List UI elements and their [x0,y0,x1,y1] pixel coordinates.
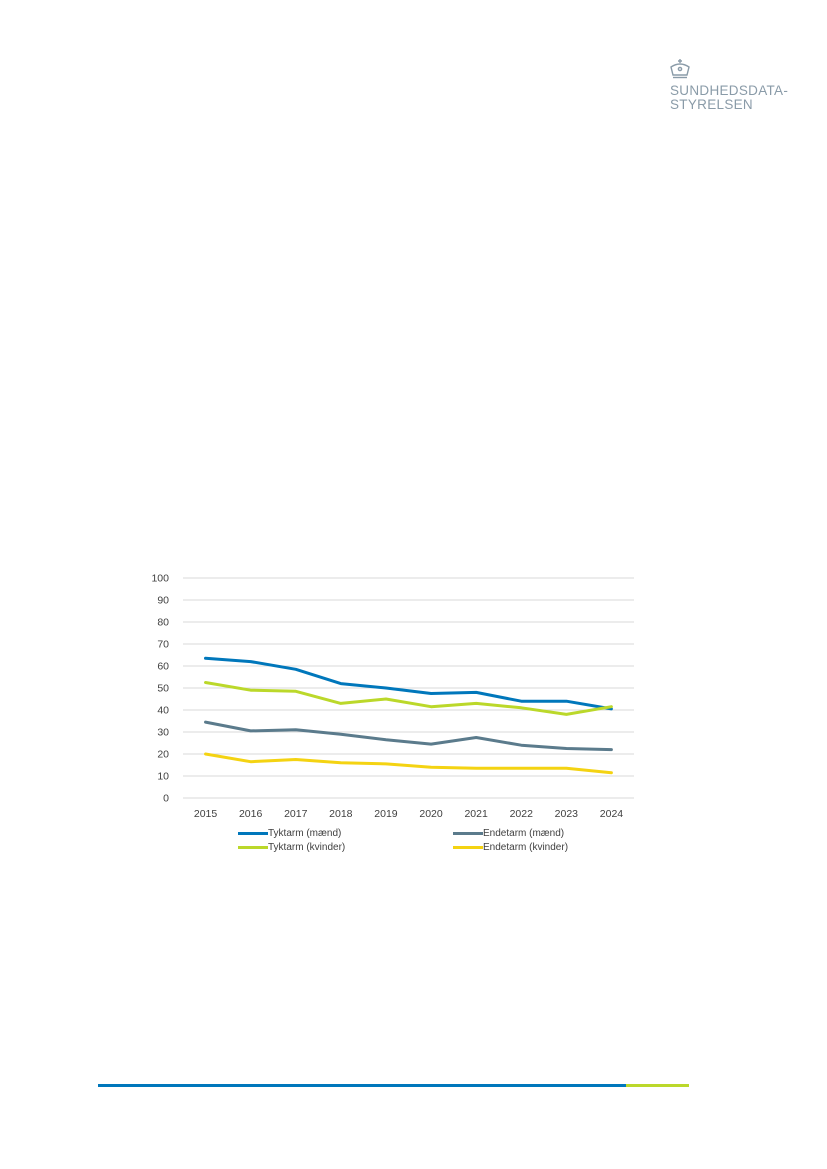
x-tick-label-2020: 2020 [419,808,443,820]
series-line-endetarm-m-nd [204,720,613,752]
legend-swatch-tyktarm-maend [238,832,268,835]
footer-bar-blue [98,1084,626,1087]
y-tick-label-10: 10 [157,771,169,783]
x-tick-label-2016: 2016 [239,808,263,820]
x-tick-label-2017: 2017 [284,808,308,820]
y-tick-label-100: 100 [151,573,169,585]
y-tick-label-90: 90 [157,595,169,607]
series-line-endetarm-kvinder [204,752,613,775]
chart-plot: 0 10 20 30 40 50 60 70 80 90 100 2015 2016 2017 2018 20… [151,573,634,820]
y-tick-label-80: 80 [157,617,169,629]
logo: SUNDHEDSDATA- STYRELSEN [668,58,798,118]
series-line-tyktarm-kvinder [204,681,613,716]
y-tick-label-30: 30 [157,727,169,739]
legend-swatch-tyktarm-kvinder [238,846,268,849]
series-line-tyktarm-m-nd [204,656,613,711]
legend-swatch-endetarm-maend [453,832,483,835]
legend-label-endetarm-kvinder: Endetarm (kvinder) [483,842,569,853]
line-chart: 0 10 20 30 40 50 60 70 80 90 100 2015 2016 2017 2018 20… [140,570,640,860]
footer-bar-green [626,1084,689,1087]
x-tick-label-2018: 2018 [329,808,353,820]
x-tick-label-2015: 2015 [194,808,218,820]
x-tick-label-2022: 2022 [510,808,534,820]
y-tick-label-60: 60 [157,661,169,673]
crown-icon [670,59,690,79]
x-tick-label-2024: 2024 [600,808,624,820]
x-tick-label-2021: 2021 [464,808,488,820]
y-tick-label-20: 20 [157,749,169,761]
logo-line-2: STYRELSEN [670,97,753,112]
logo-text: SUNDHEDSDATA- STYRELSEN [670,84,788,112]
logo-line-1: SUNDHEDSDATA- [670,83,789,98]
x-tick-label-2019: 2019 [374,808,398,820]
y-tick-label-50: 50 [157,683,169,695]
y-tick-label-0: 0 [163,793,169,805]
y-tick-label-40: 40 [157,705,169,717]
legend-swatch-endetarm-kvinder [453,846,483,849]
legend-label-tyktarm-maend: Tyktarm (mænd) [268,828,342,839]
legend-label-endetarm-maend: Endetarm (mænd) [483,828,565,839]
x-tick-label-2023: 2023 [555,808,579,820]
legend-label-tyktarm-kvinder: Tyktarm (kvinder) [268,842,346,853]
y-tick-label-70: 70 [157,639,169,651]
